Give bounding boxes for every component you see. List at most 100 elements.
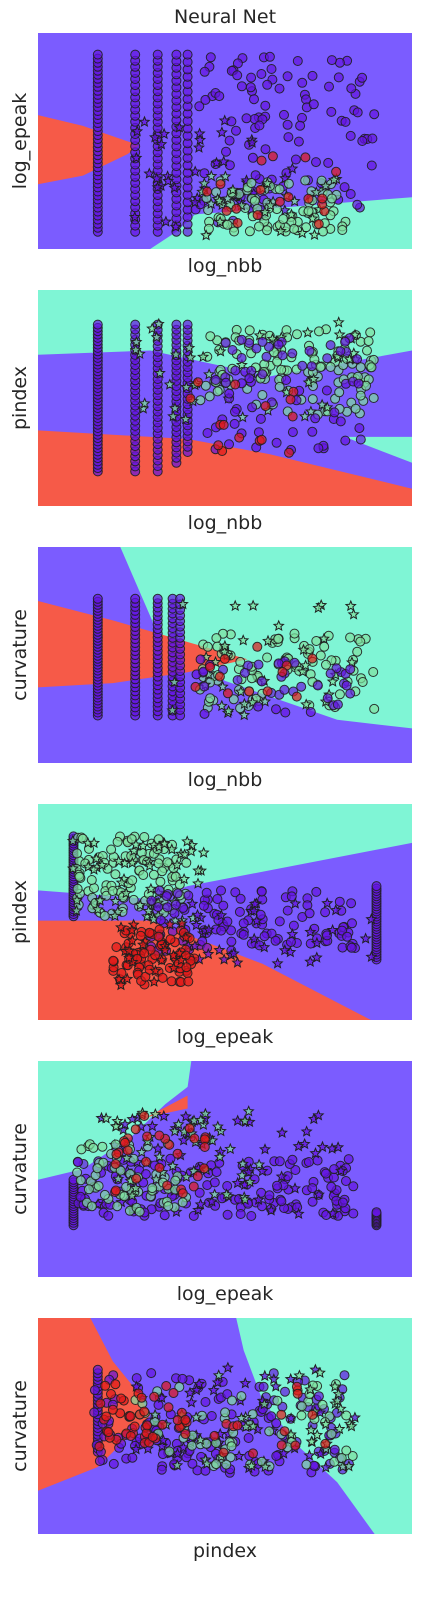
data-point: [106, 1389, 116, 1399]
data-point: [115, 1165, 126, 1176]
data-point-star: [163, 918, 176, 930]
data-point: [319, 641, 330, 652]
data-point: [180, 1414, 191, 1425]
data-point-star: [299, 659, 312, 671]
data-point-star: [183, 341, 196, 354]
data-point-star: [194, 133, 207, 146]
data-point: [131, 1173, 142, 1184]
data-point: [168, 1388, 179, 1398]
data-point: [368, 393, 379, 403]
data-point: [318, 226, 328, 237]
data-point: [262, 652, 273, 663]
data-point: [155, 915, 166, 926]
data-point: [92, 593, 103, 604]
data-point: [129, 1421, 140, 1432]
data-point: [153, 1399, 164, 1410]
data-point: [72, 848, 82, 859]
data-point-star: [188, 196, 201, 208]
data-point-star: [312, 1188, 325, 1200]
data-point: [183, 890, 194, 901]
data-point-star: [207, 1384, 220, 1396]
data-point: [247, 152, 258, 163]
data-point-star: [185, 845, 198, 857]
data-point-star: [171, 858, 184, 871]
data-point: [83, 1184, 94, 1195]
data-point: [297, 360, 308, 371]
data-point: [326, 1429, 337, 1439]
data-point-star: [222, 704, 235, 717]
data-point: [76, 1144, 87, 1155]
data-point-star: [135, 1145, 148, 1158]
data-point: [252, 210, 263, 221]
data-point: [247, 402, 258, 413]
data-point-star: [365, 950, 378, 963]
data-point-star: [312, 601, 325, 614]
data-point: [347, 1451, 358, 1461]
data-point-star: [214, 215, 227, 228]
data-point: [310, 413, 321, 424]
data-point: [230, 406, 240, 417]
data-point: [100, 1380, 111, 1391]
decision-region-cyan: [38, 804, 412, 899]
data-point: [187, 1458, 198, 1469]
data-point-star: [333, 1422, 346, 1435]
data-point: [340, 336, 351, 347]
data-point: [159, 1210, 170, 1221]
data-point: [183, 976, 194, 987]
data-point: [322, 930, 332, 941]
data-point: [210, 375, 221, 385]
data-point-star: [184, 351, 197, 363]
data-point: [353, 378, 364, 389]
data-point-star: [264, 199, 277, 211]
data-point: [110, 1379, 121, 1390]
data-point: [127, 1452, 138, 1463]
data-point: [280, 1386, 290, 1397]
data-point: [288, 920, 299, 931]
data-point-star: [126, 1189, 139, 1201]
data-point: [232, 675, 243, 686]
data-point-star: [70, 894, 83, 906]
data-point-star: [235, 1411, 248, 1424]
data-point-star: [301, 326, 314, 338]
data-point: [244, 226, 255, 237]
data-point: [340, 116, 351, 127]
data-point: [222, 1181, 233, 1191]
data-point-star: [297, 643, 310, 656]
data-point-star: [150, 1173, 163, 1185]
data-point: [314, 326, 324, 337]
data-point-star: [271, 957, 284, 969]
data-point-star: [143, 859, 156, 872]
data-point: [232, 58, 243, 69]
data-point: [200, 94, 211, 105]
data-point: [311, 157, 321, 168]
data-point: [236, 1391, 247, 1402]
data-point: [110, 1159, 121, 1169]
data-point: [238, 929, 249, 940]
data-point-star: [175, 953, 188, 966]
data-point: [292, 56, 303, 66]
data-point-star: [258, 1369, 271, 1382]
data-point: [72, 1167, 83, 1178]
plot-area: [38, 547, 412, 763]
data-point: [221, 146, 231, 157]
data-point: [220, 1407, 231, 1418]
data-point: [211, 1167, 222, 1178]
data-point-star: [242, 1105, 255, 1117]
data-point: [302, 900, 313, 911]
data-point: [371, 1207, 382, 1218]
data-point: [199, 681, 210, 692]
data-point: [220, 338, 231, 348]
data-point: [271, 1418, 282, 1429]
data-point-star: [186, 897, 199, 910]
data-point: [264, 1426, 275, 1437]
data-point-star: [191, 908, 204, 921]
data-point-star: [123, 951, 136, 964]
data-point-star: [227, 947, 240, 959]
data-point: [303, 206, 314, 217]
data-point: [182, 49, 193, 60]
data-point: [122, 1145, 133, 1156]
data-point: [264, 341, 274, 352]
data-point-star: [229, 599, 242, 612]
data-point-star: [218, 639, 231, 652]
data-point: [231, 125, 241, 136]
